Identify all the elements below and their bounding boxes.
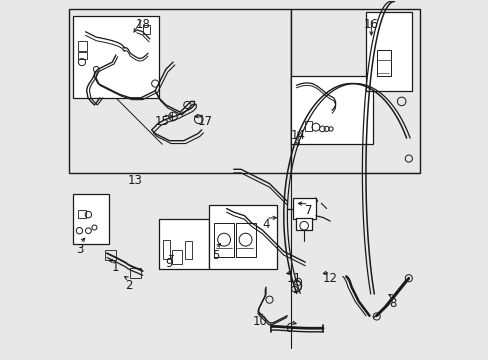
Text: 5: 5 (212, 248, 219, 261)
Text: 1: 1 (112, 261, 120, 274)
Text: 12: 12 (322, 272, 337, 285)
Bar (184, 242, 192, 259)
Bar (172, 250, 182, 264)
Bar (290, 76, 372, 144)
Bar (73, 194, 108, 244)
Text: 9: 9 (165, 257, 173, 270)
Text: 13: 13 (128, 174, 142, 186)
Bar (69, 176, 290, 348)
Bar (296, 217, 312, 230)
Text: 8: 8 (388, 297, 396, 310)
Bar (365, 12, 411, 91)
Bar (208, 205, 276, 269)
Bar (78, 210, 86, 217)
Text: 15: 15 (155, 114, 169, 127)
Bar (235, 223, 255, 257)
Text: 10: 10 (253, 315, 267, 328)
Text: 16: 16 (363, 18, 378, 31)
Text: 11: 11 (285, 272, 301, 285)
Bar (142, 24, 149, 33)
Text: 6: 6 (285, 322, 292, 335)
Text: 4: 4 (262, 218, 269, 231)
Text: 17: 17 (197, 114, 212, 127)
Bar (73, 16, 159, 98)
Text: 7: 7 (305, 204, 312, 217)
Bar (290, 176, 419, 348)
Text: 2: 2 (124, 279, 132, 292)
Bar (78, 41, 86, 51)
Bar (159, 219, 208, 269)
Text: 18: 18 (135, 18, 150, 31)
Bar (69, 9, 290, 173)
Bar (214, 223, 233, 257)
Bar (163, 240, 170, 259)
Bar (105, 249, 116, 260)
Text: 3: 3 (76, 243, 84, 256)
Bar (292, 198, 315, 219)
Bar (376, 50, 390, 76)
Bar (78, 52, 86, 59)
Bar (304, 121, 311, 131)
Bar (290, 9, 419, 173)
Bar (130, 267, 141, 278)
Text: 14: 14 (290, 129, 305, 142)
